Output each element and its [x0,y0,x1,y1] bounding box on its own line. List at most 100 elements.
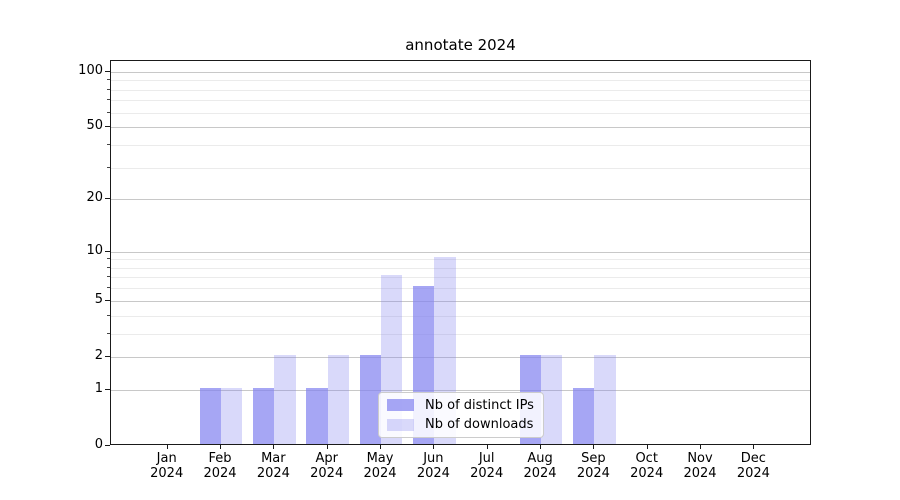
y-axis-minor-tick [107,111,110,113]
x-tick-label: Feb 2024 [194,451,246,481]
legend-label-downloads: Nb of downloads [425,417,534,433]
y-axis-tick [105,299,110,301]
x-tick-label: Oct 2024 [621,451,673,481]
x-tick-label: May 2024 [354,451,406,481]
y-axis-minor-tick [107,314,110,316]
y-axis-minor-tick [107,332,110,334]
x-tick-label: Jan 2024 [141,451,193,481]
plot-area [110,60,811,445]
x-tick-label: Jun 2024 [407,451,459,481]
x-tick-month: Jan [156,451,177,466]
gridline-minor [111,80,810,82]
x-tick-year: 2024 [523,465,557,481]
x-tick-year: 2024 [256,465,290,481]
bar-distinct-ips-sep [573,387,595,444]
y-axis-tick [105,126,110,128]
y-tick-label: 1 [94,380,103,396]
x-tick-label: Mar 2024 [247,451,299,481]
gridline-minor [111,100,810,102]
bar-downloads-apr [327,354,349,444]
legend-swatch-downloads [387,418,414,431]
gridline-minor [111,144,810,146]
y-axis-tick [105,388,110,390]
y-tick-label: 0 [94,437,103,452]
y-tick-label: 10 [86,242,103,258]
gridline-major [111,127,810,129]
x-tick-month: Jun [423,451,444,466]
gridline-major [111,251,810,253]
x-axis-tick [273,445,275,449]
bar-distinct-ips-mar [253,387,275,444]
x-axis-tick [166,445,168,449]
x-tick-label: Sep 2024 [567,451,619,481]
x-tick-label: Nov 2024 [674,451,726,481]
x-tick-month: Oct [635,451,658,466]
gridline-major [111,300,810,302]
legend-item-distinct-ips: Nb of distinct IPs [379,398,543,413]
y-axis-minor-tick [107,143,110,145]
gridline-minor [111,333,810,335]
y-axis-tick [105,250,110,252]
y-axis-minor-tick [107,79,110,81]
x-tick-year: 2024 [683,465,717,481]
bar-distinct-ips-may [359,354,382,444]
gridline-major [111,199,810,201]
x-axis-tick [326,445,328,449]
chart-title: annotate 2024 [405,36,516,54]
x-tick-label: Dec 2024 [727,451,779,481]
y-tick-label: 100 [78,62,103,78]
bar-downloads-feb [221,387,243,444]
y-axis-tick [105,445,110,446]
y-tick-label: 20 [86,190,103,206]
x-tick-year: 2024 [150,465,184,481]
gridline-major [111,389,810,391]
x-axis-tick [540,445,542,449]
y-tick-label: 50 [86,118,103,134]
y-axis-minor-tick [107,266,110,268]
y-axis-minor-tick [107,258,110,260]
bar-downloads-sep [594,354,616,444]
x-tick-label: Apr 2024 [301,451,353,481]
y-tick-label: 5 [94,291,103,307]
x-tick-month: Aug [527,451,553,466]
gridline-minor [111,267,810,269]
x-tick-label: Aug 2024 [514,451,566,481]
x-tick-month: Feb [208,451,232,466]
x-axis-tick [220,445,222,449]
y-axis-minor-tick [107,287,110,289]
x-axis-tick [486,445,488,449]
x-tick-year: 2024 [576,465,610,481]
y-tick-label: 2 [94,347,103,363]
bar-distinct-ips-feb [199,387,222,444]
x-tick-year: 2024 [416,465,450,481]
x-tick-year: 2024 [630,465,664,481]
gridline-minor [111,277,810,279]
legend: Nb of distinct IPs Nb of downloads [378,392,544,438]
x-tick-month: Dec [740,451,766,466]
x-tick-year: 2024 [363,465,397,481]
bar-downloads-mar [274,354,296,444]
gridline-minor [111,112,810,114]
legend-item-downloads: Nb of downloads [379,417,543,432]
gridline-minor [111,167,810,169]
gridline-minor [111,315,810,317]
x-tick-year: 2024 [203,465,237,481]
bar-distinct-ips-apr [306,387,328,444]
y-axis-minor-tick [107,88,110,90]
y-axis-minor-tick [107,99,110,101]
legend-swatch-distinct-ips [387,399,414,412]
gridline-minor [111,288,810,290]
gridline-minor [111,89,810,91]
x-axis-tick [646,445,648,449]
x-tick-year: 2024 [470,465,504,481]
x-tick-month: May [366,451,394,466]
x-tick-month: Mar [261,451,286,466]
x-tick-year: 2024 [310,465,344,481]
x-tick-month: Nov [687,451,713,466]
gridline-major [111,356,810,358]
y-axis-minor-tick [107,276,110,278]
y-axis-tick [105,198,110,200]
x-tick-year: 2024 [736,465,770,481]
x-axis-tick [593,445,595,449]
